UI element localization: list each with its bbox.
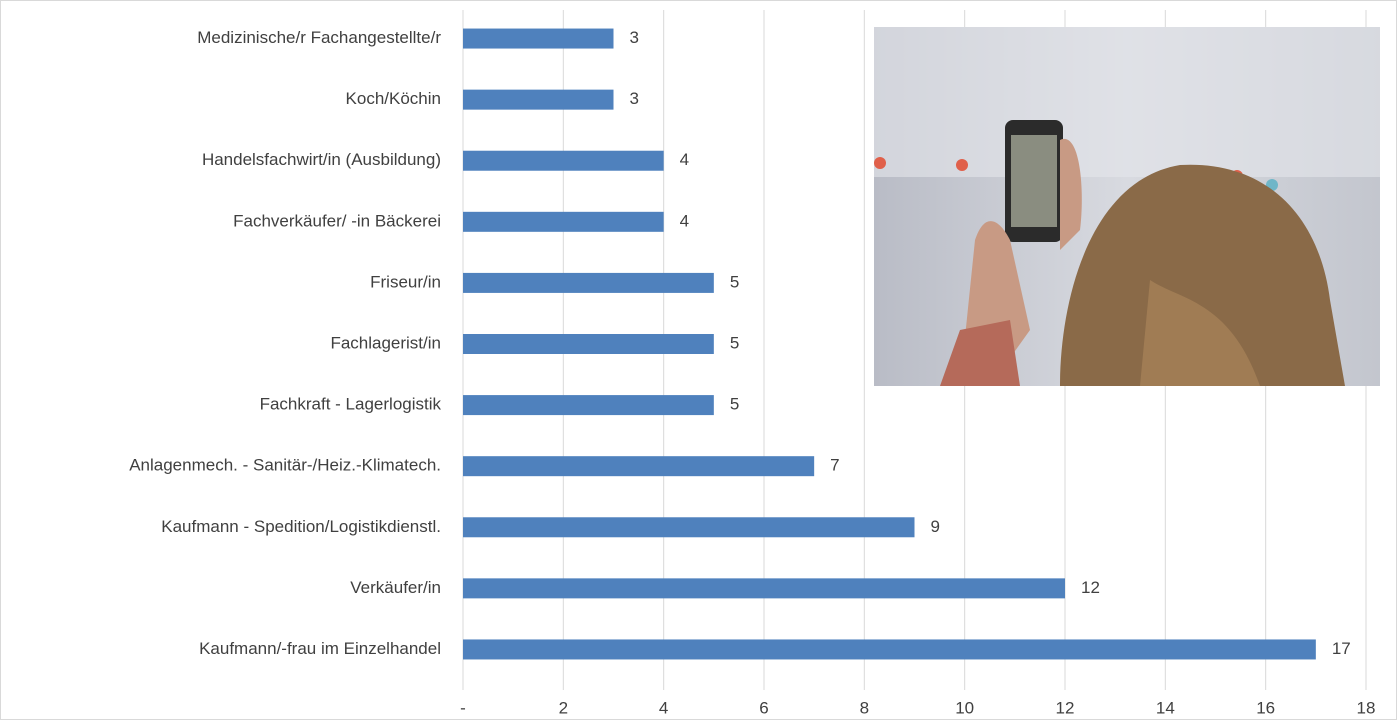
y-tick-label: Friseur/in — [370, 272, 441, 291]
x-tick-label: 4 — [659, 698, 668, 717]
data-label: 12 — [1081, 578, 1100, 597]
data-label: 7 — [830, 456, 839, 475]
bar — [463, 578, 1065, 598]
bar — [463, 29, 614, 49]
data-label: 3 — [630, 28, 639, 47]
x-tick-label: 6 — [759, 698, 768, 717]
bar — [463, 639, 1316, 659]
data-label: 3 — [630, 89, 639, 108]
chart: 3 3 4 4 5 5 5 7 9 12 17 - 2 4 6 8 10 12 14 16 18 Medizinisch… — [0, 0, 1397, 720]
data-label: 5 — [730, 395, 739, 414]
x-tick-label: 10 — [955, 698, 974, 717]
page: {"chart_data": {"type": "bar", "orientat… — [0, 0, 1397, 720]
y-tick-label: Fachlagerist/in — [330, 333, 441, 352]
y-tick-label: Fachkraft - Lagerlogistik — [260, 395, 442, 414]
x-tick-label: 12 — [1056, 698, 1075, 717]
bar — [463, 151, 664, 171]
photo — [874, 27, 1380, 386]
data-label: 4 — [680, 150, 689, 169]
bar — [463, 90, 614, 110]
x-tick-label: 16 — [1256, 698, 1275, 717]
bar — [463, 273, 714, 293]
data-label: 5 — [730, 333, 739, 352]
y-tick-label: Handelsfachwirt/in (Ausbildung) — [202, 150, 441, 169]
bar — [463, 456, 814, 476]
y-tick-label: Fachverkäufer/ -in Bäckerei — [233, 211, 441, 230]
photo-dot — [956, 159, 968, 171]
x-tick-label: - — [460, 698, 466, 717]
data-label: 4 — [680, 211, 689, 230]
y-tick-label: Verkäufer/in — [350, 578, 441, 597]
y-tick-label: Kaufmann - Spedition/Logistikdienstl. — [161, 517, 441, 536]
bar — [463, 212, 664, 232]
photo-phone-screen — [1011, 135, 1057, 227]
photo-posters — [874, 27, 1380, 177]
bar — [463, 395, 714, 415]
bar — [463, 334, 714, 354]
x-tick-label: 2 — [559, 698, 568, 717]
y-tick-label: Anlagenmech. - Sanitär-/Heiz.-Klimatech. — [129, 456, 441, 475]
data-label: 9 — [931, 517, 940, 536]
y-tick-label: Medizinische/r Fachangestellte/r — [197, 28, 441, 47]
x-tick-label: 8 — [860, 698, 869, 717]
y-tick-label: Kaufmann/-frau im Einzelhandel — [199, 639, 441, 658]
x-tick-label: 18 — [1357, 698, 1376, 717]
y-tick-label: Koch/Köchin — [346, 89, 441, 108]
photo-dot — [874, 157, 886, 169]
bar — [463, 517, 915, 537]
data-label: 5 — [730, 272, 739, 291]
data-label: 17 — [1332, 639, 1351, 658]
x-tick-label: 14 — [1156, 698, 1175, 717]
